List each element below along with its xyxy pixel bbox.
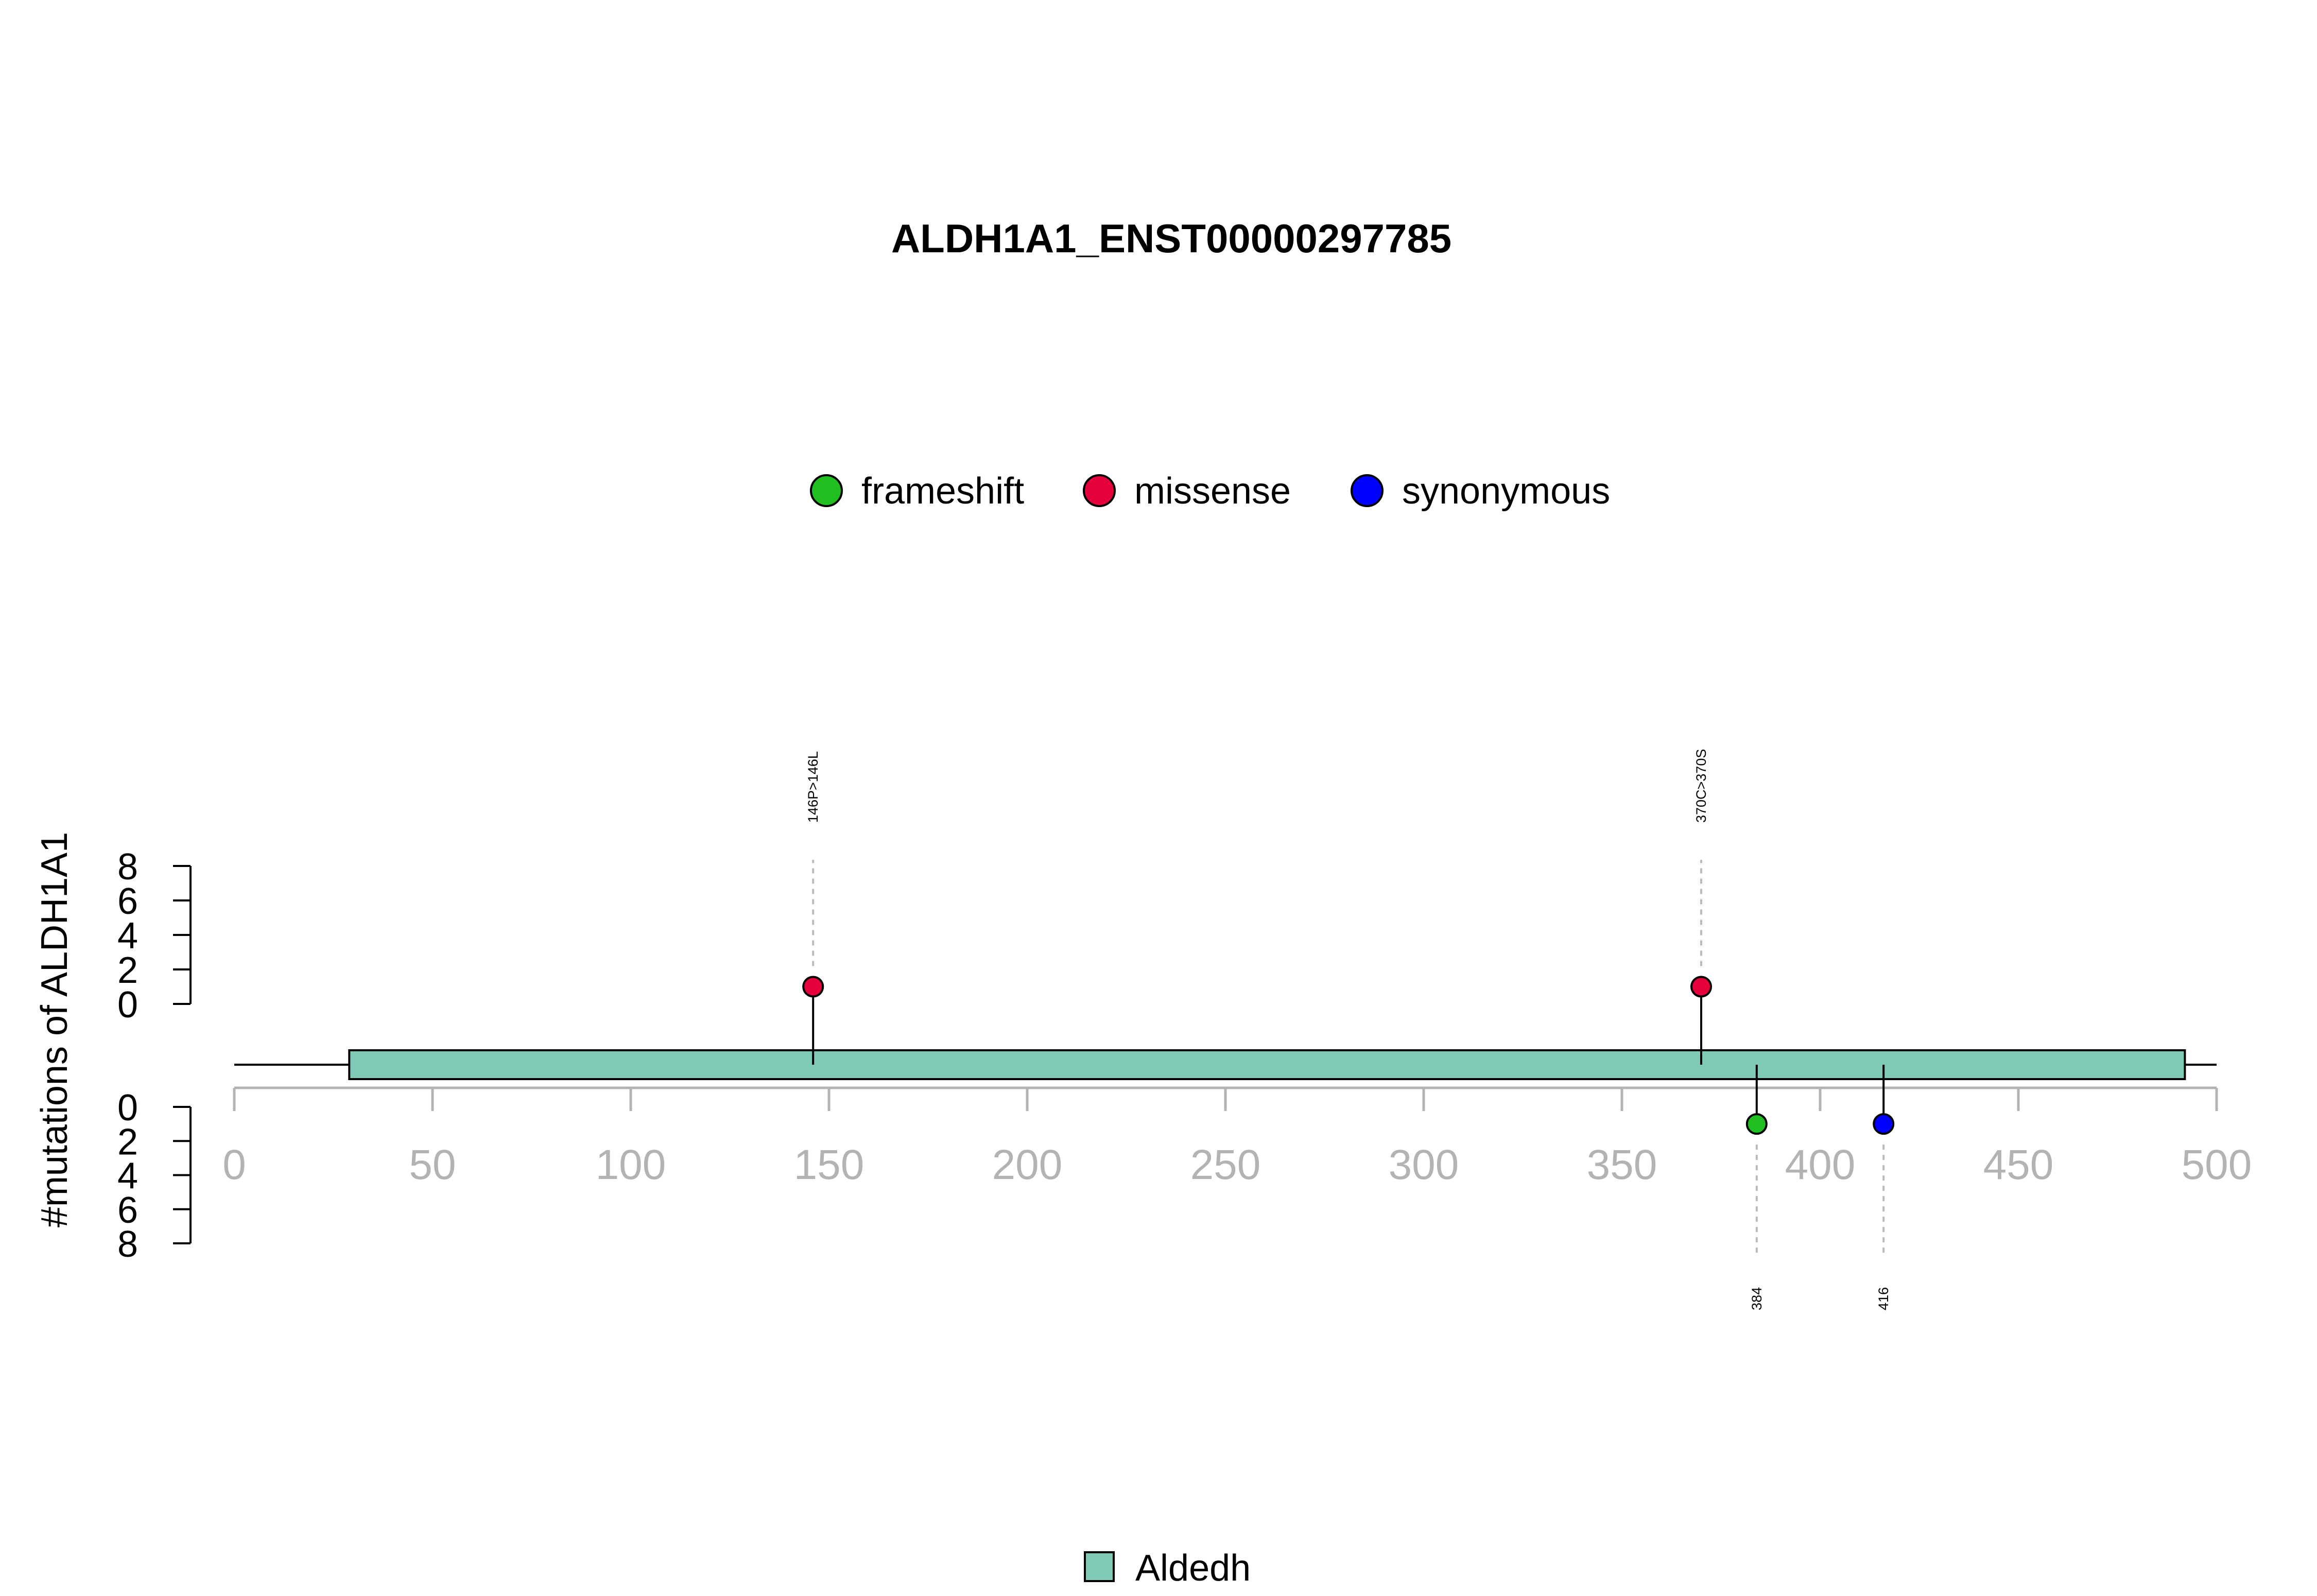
y-tick-label-lower: 8 [117, 1224, 138, 1265]
legend-label-frameshift: frameshift [861, 471, 1024, 512]
x-tick-label: 200 [992, 1141, 1063, 1188]
legend-marker-frameshift [810, 474, 843, 507]
y-tick-label-upper: 8 [117, 846, 138, 888]
legend-marker-synonymous [1351, 474, 1384, 507]
y-axis-label: #mutations of ALDH1A1 [34, 832, 75, 1227]
x-tick-label: 50 [409, 1141, 456, 1188]
mutation-head [1745, 1113, 1768, 1135]
y-tick-label-upper: 4 [117, 915, 138, 957]
mutations: 146P>146L 370C>370S 384 416 [802, 749, 1895, 1310]
x-tick-label: 350 [1587, 1141, 1657, 1188]
domain-Aldedh [348, 1049, 2186, 1080]
x-tick-label: 500 [2182, 1141, 2252, 1188]
protein-backbone-group [234, 1049, 2217, 1080]
mutation-label: 370C>370S [1693, 749, 1709, 823]
mutation-label: 384 [1749, 1287, 1765, 1310]
mutation-370: 370C>370S [1690, 749, 1712, 1065]
mutation-416: 416 [1873, 1065, 1895, 1310]
y-tick-label-upper: 2 [117, 950, 138, 991]
mutation-head [802, 976, 824, 998]
x-tick-label: 400 [1785, 1141, 1856, 1188]
y-tick-label-lower: 4 [117, 1156, 138, 1197]
x-tick-label: 450 [1983, 1141, 2054, 1188]
y-tick-label-upper: 6 [117, 881, 138, 922]
y-tick-label-upper: 0 [117, 984, 138, 1026]
y-tick-label-lower: 6 [117, 1190, 138, 1231]
mutation-head [1690, 976, 1712, 998]
legend-marker-missense [1083, 474, 1116, 507]
legend-label-synonymous: synonymous [1402, 471, 1610, 512]
mutation-146: 146P>146L [802, 751, 824, 1065]
mutation-label: 416 [1876, 1287, 1891, 1310]
legend-label-missense: missense [1134, 471, 1291, 512]
y-tick-label-lower: 2 [117, 1121, 138, 1163]
x-tick-label: 100 [596, 1141, 666, 1188]
y-tick-label-lower: 0 [117, 1087, 138, 1129]
x-tick-label: 0 [222, 1141, 246, 1188]
legend: frameshift missense synonymous [810, 471, 1610, 512]
x-tick-label: 150 [794, 1141, 864, 1188]
mutation-label: 146P>146L [805, 751, 821, 823]
mutation-head [1873, 1113, 1895, 1135]
chart-title: ALDH1A1_ENST00000297785 [891, 216, 1451, 261]
x-tick-label: 300 [1389, 1141, 1459, 1188]
mutation-384: 384 [1745, 1065, 1768, 1310]
x-axis: 0 50 100 150 200 250 300 350 400 450 500 [222, 1086, 2252, 1188]
x-tick-label: 250 [1190, 1141, 1261, 1188]
domain-legend: Aldedh [1084, 1548, 1251, 1589]
domain-legend-label: Aldedh [1135, 1548, 1251, 1589]
domain-legend-swatch [1084, 1551, 1115, 1582]
